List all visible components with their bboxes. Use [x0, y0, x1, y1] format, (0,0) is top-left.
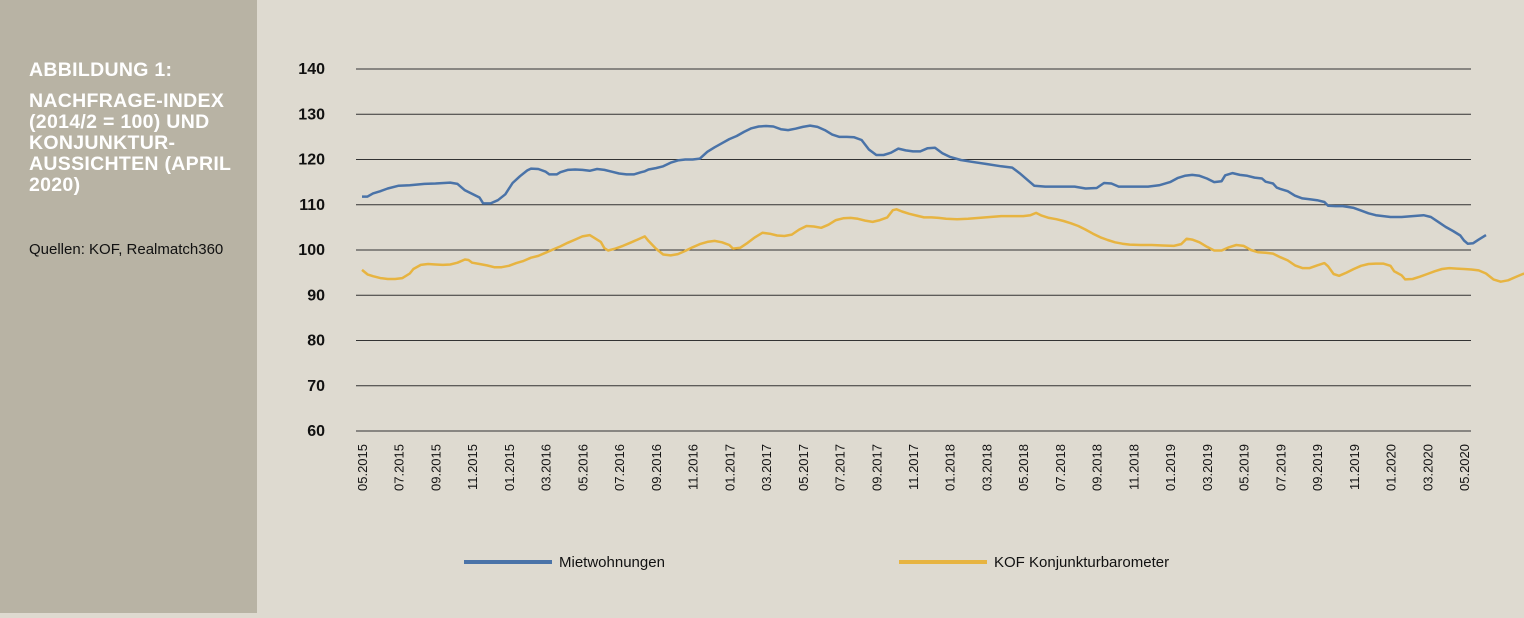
- x-axis-ticks: 05.2015 07.2015 09.2015 11.2015 01.2015 03.20…: [355, 444, 1472, 491]
- x-tick-label: 07.2019: [1273, 444, 1288, 491]
- x-tick-label: 03.2016: [539, 444, 554, 491]
- x-tick-label: 07.2015: [392, 444, 407, 491]
- x-tick-label: 05.2015: [355, 444, 370, 491]
- x-tick-label: 11.2018: [1126, 444, 1141, 490]
- x-tick-label: 11.2019: [1347, 444, 1362, 490]
- x-tick-label: 11.2015: [465, 444, 480, 490]
- y-tick-label: 110: [299, 197, 325, 214]
- y-tick-label: 130: [298, 106, 325, 123]
- sidebar-panel: ABBILDUNG 1: NACHFRAGE-INDEX (2014/2 = 1…: [0, 0, 257, 613]
- x-tick-label: 01.2020: [1384, 444, 1399, 491]
- series-line-2: [361, 208, 1524, 283]
- series-lines: [361, 124, 1524, 283]
- x-tick-label: 07.2017: [833, 444, 848, 491]
- x-tick-label: 09.2015: [428, 444, 443, 491]
- series-line-1: [362, 124, 1487, 245]
- legend-label: Mietwohnungen: [559, 554, 665, 571]
- x-tick-label: 09.2018: [1090, 444, 1105, 491]
- y-tick-label: 140: [298, 61, 325, 78]
- y-tick-label: 120: [298, 152, 325, 169]
- x-tick-label: 01.2018: [943, 444, 958, 491]
- x-tick-label: 03.2017: [759, 444, 774, 491]
- x-tick-label: 09.2016: [649, 444, 664, 491]
- x-tick-label: 05.2019: [1237, 444, 1252, 491]
- x-tick-label: 05.2016: [575, 444, 590, 491]
- x-tick-label: 09.2017: [869, 444, 884, 491]
- x-tick-label: 01.2015: [502, 444, 517, 491]
- x-tick-label: 03.2020: [1420, 444, 1435, 491]
- y-tick-label: 60: [307, 423, 325, 440]
- x-tick-label: 05.2017: [796, 444, 811, 491]
- legend-label: KOF Konjunkturbarometer: [994, 554, 1169, 571]
- line-chart: 60 70 80 90 100 110 120 130 140 05.2015 07.2015 09…: [298, 61, 1524, 571]
- x-tick-label: 11.2017: [906, 444, 921, 490]
- y-tick-label: 100: [298, 242, 325, 259]
- x-tick-label: 11.2016: [686, 444, 701, 490]
- x-tick-label: 05.2018: [1016, 444, 1031, 491]
- figure-caption: NACHFRAGE-INDEX (2014/2 = 100) UND KONJU…: [29, 90, 231, 196]
- x-tick-label: 09.2019: [1310, 444, 1325, 491]
- grid-lines: [356, 68, 1471, 432]
- y-axis-ticks: 60 70 80 90 100 110 120 130 140: [298, 61, 325, 440]
- x-tick-label: 05.2020: [1457, 444, 1472, 491]
- x-tick-label: 03.2019: [1200, 444, 1215, 491]
- chart-area: 60 70 80 90 100 110 120 130 140 05.2015 07.2015 09…: [257, 0, 1524, 613]
- x-tick-label: 01.2017: [722, 444, 737, 491]
- sources-text: Quellen: KOF, Realmatch360: [29, 241, 224, 258]
- x-tick-label: 03.2018: [979, 444, 994, 491]
- figure-number: ABBILDUNG 1:: [29, 59, 173, 81]
- y-tick-label: 90: [307, 287, 325, 304]
- x-tick-label: 07.2018: [1053, 444, 1068, 491]
- y-tick-label: 80: [307, 333, 325, 350]
- legend: Mietwohnungen KOF Konjunkturbarometer: [464, 554, 1169, 571]
- x-tick-label: 01.2019: [1163, 444, 1178, 491]
- figure-title: ABBILDUNG 1: NACHFRAGE-INDEX (2014/2 = 1…: [29, 60, 234, 196]
- x-tick-label: 07.2016: [612, 444, 627, 491]
- y-tick-label: 70: [307, 378, 325, 395]
